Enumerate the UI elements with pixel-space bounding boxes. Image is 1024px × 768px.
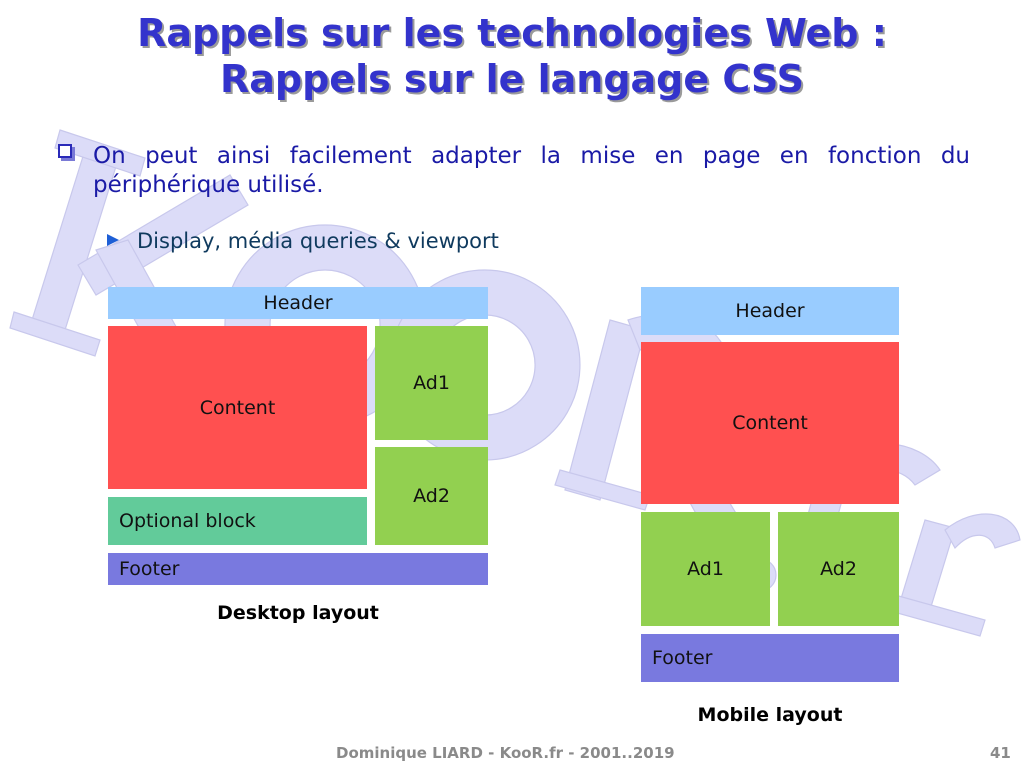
- sub-bullet: Display, média queries & viewport: [107, 228, 499, 254]
- slide-footer-text: Dominique LIARD - KooR.fr - 2001..2019: [336, 744, 675, 762]
- desktop-content-block: Content: [108, 326, 367, 489]
- square-bullet-icon: [58, 144, 72, 158]
- desktop-optional-block: Optional block: [108, 497, 367, 545]
- slide-title: Rappels sur les technologies Web : Rappe…: [0, 10, 1024, 102]
- title-line-2: Rappels sur le langage CSS: [219, 57, 804, 101]
- main-bullet: On peut ainsi facilement adapter la mise…: [58, 142, 970, 200]
- mobile-content-block: Content: [641, 342, 899, 504]
- mobile-ad2-block: Ad2: [778, 512, 899, 626]
- arrow-bullet-icon: [107, 234, 119, 246]
- bullet-text: On peut ainsi facilement adapter la mise…: [93, 143, 970, 198]
- desktop-ad1-block: Ad1: [375, 326, 488, 440]
- mobile-footer-block: Footer: [641, 634, 899, 682]
- page-number: 41: [990, 744, 1011, 762]
- mobile-layout-caption: Mobile layout: [697, 704, 843, 726]
- title-line-1: Rappels sur les technologies Web :: [137, 11, 887, 55]
- desktop-ad2-block: Ad2: [375, 447, 488, 545]
- desktop-footer-block: Footer: [108, 553, 488, 585]
- sub-bullet-text: Display, média queries & viewport: [137, 229, 499, 253]
- mobile-header-block: Header: [641, 287, 899, 335]
- desktop-layout-caption: Desktop layout: [217, 602, 379, 624]
- mobile-ad1-block: Ad1: [641, 512, 770, 626]
- desktop-header-block: Header: [108, 287, 488, 319]
